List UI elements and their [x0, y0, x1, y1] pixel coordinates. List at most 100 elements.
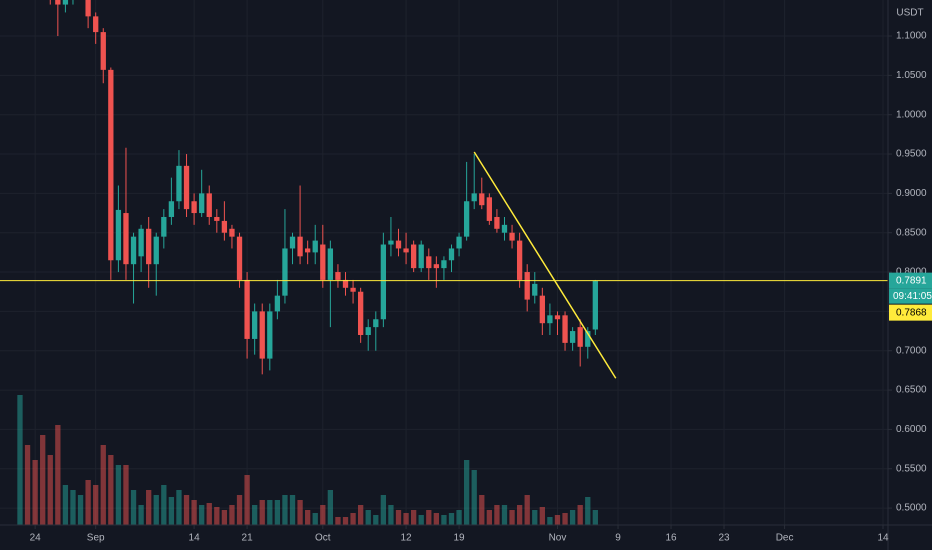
volume-bar	[327, 490, 334, 525]
volume-bar	[509, 510, 515, 525]
x-tick-label: 24	[30, 533, 42, 544]
y-tick-label: 0.5000	[896, 503, 927, 514]
candle-body	[123, 213, 129, 265]
y-tick-label: 0.5500	[896, 463, 927, 474]
candle-body	[463, 201, 470, 237]
volume-bar	[592, 510, 598, 525]
volume-bar	[403, 513, 409, 525]
volume-bar	[229, 505, 235, 525]
x-tick-label: 12	[401, 533, 413, 544]
candle-body	[441, 260, 447, 269]
candle-body	[585, 331, 591, 347]
volume-bar	[373, 515, 379, 525]
candle-body	[592, 280, 598, 330]
volume-bar	[123, 465, 129, 525]
y-tick-label: 0.9500	[896, 149, 927, 160]
last-price-tag	[889, 272, 932, 289]
candle-body	[471, 193, 477, 202]
volume-bar	[297, 500, 303, 525]
candle-body	[539, 295, 545, 324]
y-tick-label: 1.1000	[896, 31, 927, 42]
y-tick-label: 0.8000	[896, 267, 927, 278]
candle-body	[426, 256, 432, 269]
candle-body	[221, 220, 228, 233]
volume-bar	[305, 510, 311, 525]
candle-body	[335, 272, 341, 280]
candle-body	[161, 216, 167, 237]
volume-bar	[456, 510, 462, 525]
y-tick-label: 1.0500	[896, 70, 927, 81]
volume-bar	[55, 425, 61, 525]
candle-body	[342, 279, 349, 288]
volume-pane	[17, 395, 598, 525]
candle-body	[524, 272, 530, 300]
volume-bar	[494, 505, 500, 525]
volume-bar	[554, 515, 561, 525]
candle-body	[236, 236, 243, 280]
candle-body	[115, 209, 122, 261]
line-tag	[889, 304, 932, 321]
volume-bar	[569, 510, 576, 525]
candle-body	[358, 291, 364, 335]
volume-bar	[244, 475, 250, 525]
candle-body	[85, 0, 91, 17]
candle-body	[259, 311, 265, 359]
volume-bar	[342, 517, 349, 525]
candle-body	[305, 248, 311, 253]
candle-body	[55, 0, 61, 5]
volume-bar	[320, 505, 326, 525]
price-pane	[49, 0, 598, 375]
volume-bar	[380, 495, 387, 525]
candle-body	[479, 193, 485, 206]
candle-body	[138, 228, 144, 257]
candle-body	[388, 240, 394, 245]
volume-bar	[108, 455, 114, 525]
volume-bar	[191, 500, 197, 525]
volume-bar	[441, 515, 447, 525]
volume-bar	[335, 517, 341, 525]
candle-body	[252, 311, 258, 339]
x-tick-label: 19	[454, 533, 466, 544]
volume-bar	[524, 495, 530, 525]
volume-bar	[426, 510, 432, 525]
volume-bar	[161, 485, 167, 525]
volume-bar	[501, 505, 508, 525]
candle-body	[403, 248, 409, 253]
volume-bar	[115, 465, 122, 525]
x-tick-label: Sep	[87, 533, 105, 544]
candle-body	[108, 69, 114, 261]
last-price-label: 0.7891	[896, 275, 927, 286]
volume-bar	[539, 507, 545, 525]
candle-body	[199, 193, 205, 214]
candle-body	[547, 315, 553, 324]
volume-bar	[479, 495, 485, 525]
volume-bar	[32, 460, 38, 525]
candle-body	[562, 315, 568, 343]
candle-body	[350, 287, 356, 292]
volume-bar	[486, 510, 492, 525]
candle-body	[532, 283, 538, 296]
volume-bar	[410, 510, 417, 525]
x-tick-label: Dec	[776, 533, 794, 544]
volume-bar	[274, 500, 281, 525]
volume-bar	[395, 510, 402, 525]
x-tick-label: 14	[877, 533, 889, 544]
y-tick-label: 0.9000	[896, 188, 927, 199]
candle-body	[509, 232, 515, 241]
volume-bar	[214, 507, 220, 525]
countdown-tag	[889, 288, 932, 304]
x-tick-label: 14	[189, 533, 201, 544]
volume-bar	[168, 497, 175, 525]
trendline	[473, 151, 617, 379]
volume-bar	[312, 513, 318, 525]
volume-bar	[532, 510, 538, 525]
candle-body	[410, 244, 417, 269]
candle-body	[244, 279, 250, 339]
volume-bar	[153, 495, 159, 525]
volume-bar	[562, 513, 568, 525]
candle-body	[289, 236, 296, 249]
currency-label: USDT	[896, 8, 923, 19]
candle-body	[365, 327, 371, 335]
volume-bar	[289, 495, 296, 525]
